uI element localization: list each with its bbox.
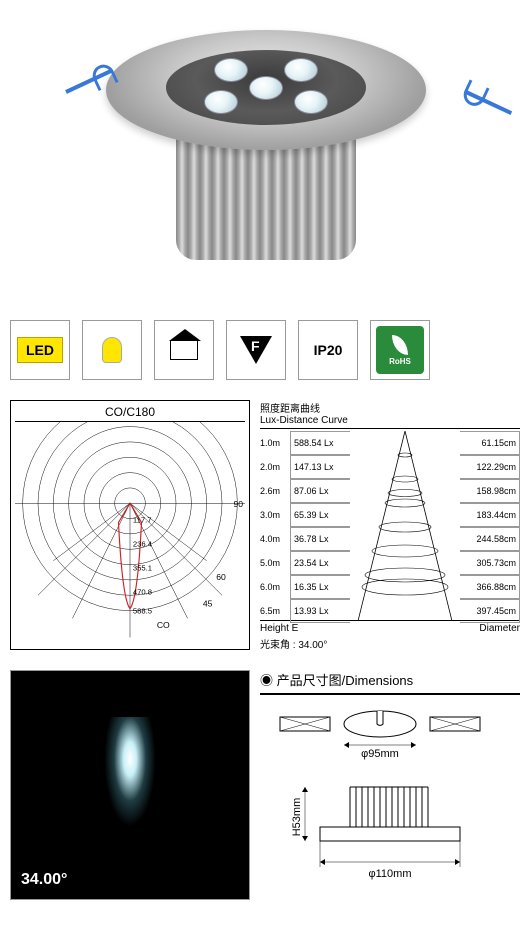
lux-row: 2.0m147.13 Lx122.29cm xyxy=(260,455,520,479)
lamp-icon xyxy=(82,320,142,380)
polar-title: CO/C180 xyxy=(15,405,245,422)
rohs-icon: RoHS xyxy=(370,320,430,380)
polar-chart: CO/C180 90 60 xyxy=(10,400,250,650)
lux-row: 6.0m16.35 Lx366.88cm xyxy=(260,575,520,599)
lux-beam-angle: 光束角 : 34.00° xyxy=(260,636,520,651)
svg-text:236.4: 236.4 xyxy=(133,539,153,548)
lux-foot-right: Diameter xyxy=(479,623,520,634)
svg-text:45: 45 xyxy=(203,599,213,609)
lux-row: 2.6m87.06 Lx158.98cm xyxy=(260,479,520,503)
svg-text:470.8: 470.8 xyxy=(133,587,152,596)
svg-text:60: 60 xyxy=(216,572,226,582)
svg-text:355.1: 355.1 xyxy=(133,563,152,572)
lux-row: 1.0m588.54 Lx61.15cm xyxy=(260,431,520,455)
indoor-icon xyxy=(154,320,214,380)
lux-distance-chart: 照度距离曲线 Lux-Distance Curve 1.0m588.54 Lx6… xyxy=(260,400,520,650)
feature-icons-row: LED IP20 RoHS xyxy=(10,320,521,380)
beam-angle-label: 34.00° xyxy=(21,871,67,889)
lux-row: 4.0m36.78 Lx244.58cm xyxy=(260,527,520,551)
product-photo xyxy=(10,10,521,310)
svg-text:φ95mm: φ95mm xyxy=(361,748,399,760)
led-icon: LED xyxy=(10,320,70,380)
svg-text:H53mm: H53mm xyxy=(291,798,303,837)
side-view xyxy=(320,787,460,841)
lux-foot-left: Height E xyxy=(260,623,298,634)
lux-title-cn: 照度距离曲线 xyxy=(260,400,520,415)
svg-text:CO: CO xyxy=(157,620,170,630)
lux-row: 5.0m23.54 Lx305.73cm xyxy=(260,551,520,575)
svg-text:588.5: 588.5 xyxy=(133,606,152,615)
ip-rating-icon: IP20 xyxy=(298,320,358,380)
lux-title-en: Lux-Distance Curve xyxy=(260,415,520,429)
beam-angle-photo: 34.00° xyxy=(10,670,250,900)
svg-text:φ110mm: φ110mm xyxy=(369,868,412,880)
lux-row: 6.5m13.93 Lx397.45cm xyxy=(260,599,520,623)
f-mark-icon xyxy=(226,320,286,380)
svg-text:90: 90 xyxy=(234,499,244,509)
lux-row: 3.0m65.39 Lx183.44cm xyxy=(260,503,520,527)
svg-text:117.7: 117.7 xyxy=(133,515,152,524)
dimensions-drawing: φ95mm H53mm xyxy=(260,707,520,897)
lux-table-body: 1.0m588.54 Lx61.15cm2.0m147.13 Lx122.29c… xyxy=(260,431,520,621)
dimensions-section: 产品尺寸图/Dimensions φ95mm xyxy=(260,670,520,902)
dimensions-title: 产品尺寸图/Dimensions xyxy=(260,670,520,695)
